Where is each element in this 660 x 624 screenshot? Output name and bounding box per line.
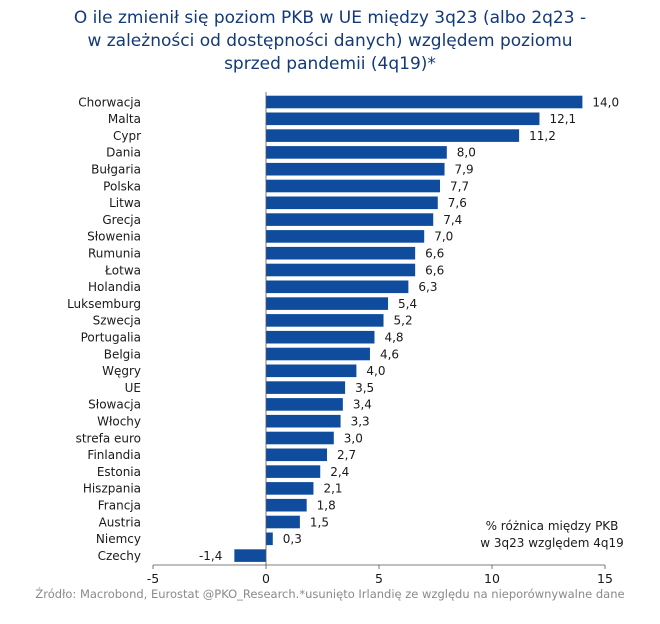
bar-wlochy xyxy=(266,414,341,428)
value-label-estonia: 2,4 xyxy=(330,465,349,479)
bar-strefa-euro xyxy=(266,431,334,445)
category-label-strefa-euro: strefa euro xyxy=(76,431,141,445)
value-label-portugalia: 4,8 xyxy=(384,331,403,345)
value-label-wlochy: 3,3 xyxy=(351,415,370,429)
value-label-malta: 12,1 xyxy=(549,112,576,126)
note-line-2: w 3q23 względem 4q19 xyxy=(480,536,623,550)
bar-estonia xyxy=(266,465,321,478)
category-label-czechy: Czechy xyxy=(98,549,141,563)
value-label-ue: 3,5 xyxy=(355,381,374,395)
chart-note: % różnica między PKB w 3q23 względem 4q1… xyxy=(480,519,623,550)
source-note: Źródło: Macrobond, Eurostat @PKO_Researc… xyxy=(35,586,624,601)
x-tick-label: 15 xyxy=(597,571,613,586)
bar-austria xyxy=(266,515,300,529)
category-label-wlochy: Włochy xyxy=(97,415,141,429)
value-label-holandia: 6,3 xyxy=(418,280,437,294)
category-label-finlandia: Finlandia xyxy=(87,448,141,462)
value-label-slowacja: 3,4 xyxy=(353,398,372,412)
category-label-malta: Malta xyxy=(108,112,141,126)
category-label-grecja: Grecja xyxy=(102,213,141,227)
value-label-wegry: 4,0 xyxy=(366,364,385,378)
bar-portugalia xyxy=(266,330,375,344)
value-label-belgia: 4,6 xyxy=(380,347,399,361)
bar-niemcy xyxy=(266,532,273,546)
category-label-ue: UE xyxy=(125,381,141,395)
value-label-luksemburg: 5,4 xyxy=(398,297,417,311)
value-label-polska: 7,7 xyxy=(450,179,469,193)
bar-chorwacja xyxy=(266,95,583,109)
category-label-polska: Polska xyxy=(103,179,141,193)
value-label-bulgaria: 7,9 xyxy=(455,163,474,177)
bar-holandia xyxy=(266,280,409,294)
bar-szwecja xyxy=(266,314,384,327)
value-label-lotwa: 6,6 xyxy=(425,263,444,277)
category-label-cypr: Cypr xyxy=(113,129,141,143)
x-tick-label: -5 xyxy=(147,571,159,586)
bar-polska xyxy=(266,179,441,193)
bar-finlandia xyxy=(266,448,328,462)
bar-luksemburg xyxy=(266,297,389,310)
value-label-grecja: 7,4 xyxy=(443,213,462,227)
category-label-bulgaria: Bułgaria xyxy=(91,163,141,177)
category-label-slowenia: Słowenia xyxy=(87,230,141,244)
bar-litwa xyxy=(266,196,438,210)
value-label-dania: 8,0 xyxy=(457,146,476,160)
category-label-slowacja: Słowacja xyxy=(88,398,141,412)
bar-lotwa xyxy=(266,263,416,277)
title-line-3: sprzed pandemii (4q19)* xyxy=(224,54,436,74)
bar-slowenia xyxy=(266,230,425,243)
x-tick-label: 5 xyxy=(375,571,383,586)
bar-hiszpania xyxy=(266,482,314,495)
bar-rumunia xyxy=(266,246,416,260)
category-label-wegry: Węgry xyxy=(102,364,141,378)
bar-dania xyxy=(266,146,447,159)
category-label-belgia: Belgia xyxy=(104,347,141,361)
value-label-austria: 1,5 xyxy=(310,515,329,529)
value-label-chorwacja: 14,0 xyxy=(592,95,619,109)
bar-francja xyxy=(266,498,307,512)
category-label-luksemburg: Luksemburg xyxy=(67,297,141,311)
x-tick-label: 0 xyxy=(262,571,270,586)
value-label-cypr: 11,2 xyxy=(529,129,556,143)
value-label-rumunia: 6,6 xyxy=(425,247,444,261)
value-label-szwecja: 5,2 xyxy=(394,314,413,328)
bar-cypr xyxy=(266,129,520,142)
bar-belgia xyxy=(266,347,370,361)
note-line-1: % różnica między PKB xyxy=(486,519,619,533)
bar-wegry xyxy=(266,364,357,378)
value-label-finlandia: 2,7 xyxy=(337,448,356,462)
plot-area: Chorwacja 14,0 Malta 12,1 Cypr 11,2 Dania 8,0 Bu… xyxy=(67,92,619,586)
category-label-austria: Austria xyxy=(99,515,141,529)
category-label-szwecja: Szwecja xyxy=(93,314,141,328)
category-label-rumunia: Rumunia xyxy=(88,247,141,261)
value-label-slowenia: 7,0 xyxy=(434,230,453,244)
category-label-holandia: Holandia xyxy=(88,280,141,294)
bar-slowacja xyxy=(266,398,343,411)
value-label-hiszpania: 2,1 xyxy=(323,482,342,496)
value-label-litwa: 7,6 xyxy=(448,196,467,210)
value-label-francja: 1,8 xyxy=(317,499,336,513)
bar-grecja xyxy=(266,213,434,226)
bar-czechy xyxy=(234,549,266,562)
category-label-chorwacja: Chorwacja xyxy=(78,95,141,109)
category-label-portugalia: Portugalia xyxy=(81,331,141,345)
bar-bulgaria xyxy=(266,162,445,176)
chart-title: O ile zmienił się poziom PKB w UE między… xyxy=(74,8,586,74)
title-line-1: O ile zmienił się poziom PKB w UE między… xyxy=(74,8,586,28)
bar-ue xyxy=(266,381,346,394)
x-tick-label: 10 xyxy=(484,571,500,586)
category-label-estonia: Estonia xyxy=(97,465,141,479)
category-label-niemcy: Niemcy xyxy=(96,532,141,546)
category-label-francja: Francja xyxy=(98,499,141,513)
bar-malta xyxy=(266,112,540,126)
title-line-2: w zależności od dostępności danych) wzgl… xyxy=(87,31,572,51)
category-label-hiszpania: Hiszpania xyxy=(83,482,141,496)
value-label-czechy: -1,4 xyxy=(199,549,222,563)
category-label-dania: Dania xyxy=(106,146,141,160)
value-label-niemcy: 0,3 xyxy=(283,532,302,546)
category-label-lotwa: Łotwa xyxy=(104,263,141,277)
category-label-litwa: Litwa xyxy=(109,196,141,210)
value-label-strefa-euro: 3,0 xyxy=(344,431,363,445)
